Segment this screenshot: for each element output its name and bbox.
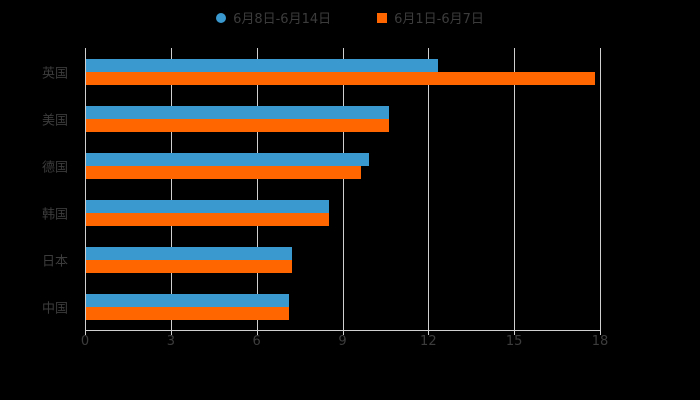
gridline-x-0 xyxy=(85,48,86,330)
x-tick-label-9: 9 xyxy=(338,334,347,349)
bar-日本-series-0[interactable] xyxy=(86,246,292,260)
x-tick-0 xyxy=(85,330,86,335)
x-tick-label-18: 18 xyxy=(591,334,609,349)
legend-label-series-0: 6月8日-6月14日 xyxy=(233,12,332,27)
y-axis-label-美国: 美国 xyxy=(41,113,68,128)
bar-中国-series-0[interactable] xyxy=(86,293,290,307)
y-axis-label-日本: 日本 xyxy=(41,254,68,269)
chart-legend: 6月8日-6月14日 6月1日-6月7日 xyxy=(0,8,700,27)
x-tick-label-3: 3 xyxy=(166,334,175,349)
x-tick-label-0: 0 xyxy=(80,334,90,349)
bar-美国-series-1[interactable] xyxy=(86,118,390,132)
y-axis-label-韩国: 韩国 xyxy=(41,207,68,222)
gridline-x-18 xyxy=(600,48,601,330)
bar-德国-series-1[interactable] xyxy=(86,165,361,179)
bar-韩国-series-1[interactable] xyxy=(86,212,330,226)
plot-area xyxy=(85,48,601,330)
x-axis-tick-labels: 0 3 6 9 12 15 18 xyxy=(0,334,700,356)
x-tick-3 xyxy=(170,330,172,335)
gridline-x-3 xyxy=(170,48,172,330)
x-tick-label-6: 6 xyxy=(252,334,261,349)
bar-英国-series-0[interactable] xyxy=(86,58,438,72)
legend-item-series-0[interactable]: 6月8日-6月14日 xyxy=(216,8,331,27)
legend-marker-circle-icon xyxy=(216,12,227,23)
gridline-x-12 xyxy=(428,48,430,330)
y-axis-label-德国: 德国 xyxy=(41,160,68,175)
legend-item-series-1[interactable]: 6月1日-6月7日 xyxy=(377,8,484,27)
y-axis-category-labels: 英国美国德国韩国日本中国 xyxy=(0,48,78,330)
x-tick-18 xyxy=(600,330,601,335)
bar-中国-series-1[interactable] xyxy=(86,306,290,320)
gridline-x-15 xyxy=(514,48,516,330)
y-axis-label-中国: 中国 xyxy=(41,301,68,316)
gridline-x-9 xyxy=(342,48,344,330)
bar-德国-series-0[interactable] xyxy=(86,152,370,166)
x-tick-9 xyxy=(342,330,344,335)
bar-日本-series-1[interactable] xyxy=(86,259,292,273)
bar-美国-series-0[interactable] xyxy=(86,105,390,119)
legend-marker-square-icon xyxy=(377,12,388,23)
x-tick-label-15: 15 xyxy=(505,334,523,349)
x-tick-12 xyxy=(428,330,430,335)
x-tick-6 xyxy=(256,330,258,335)
bar-韩国-series-0[interactable] xyxy=(86,199,330,213)
x-tick-label-12: 12 xyxy=(420,334,437,349)
bar-英国-series-1[interactable] xyxy=(86,71,596,85)
y-axis-label-英国: 英国 xyxy=(41,66,68,81)
gridline-x-6 xyxy=(256,48,258,330)
legend-label-series-1: 6月1日-6月7日 xyxy=(394,12,484,27)
x-tick-15 xyxy=(514,330,516,335)
